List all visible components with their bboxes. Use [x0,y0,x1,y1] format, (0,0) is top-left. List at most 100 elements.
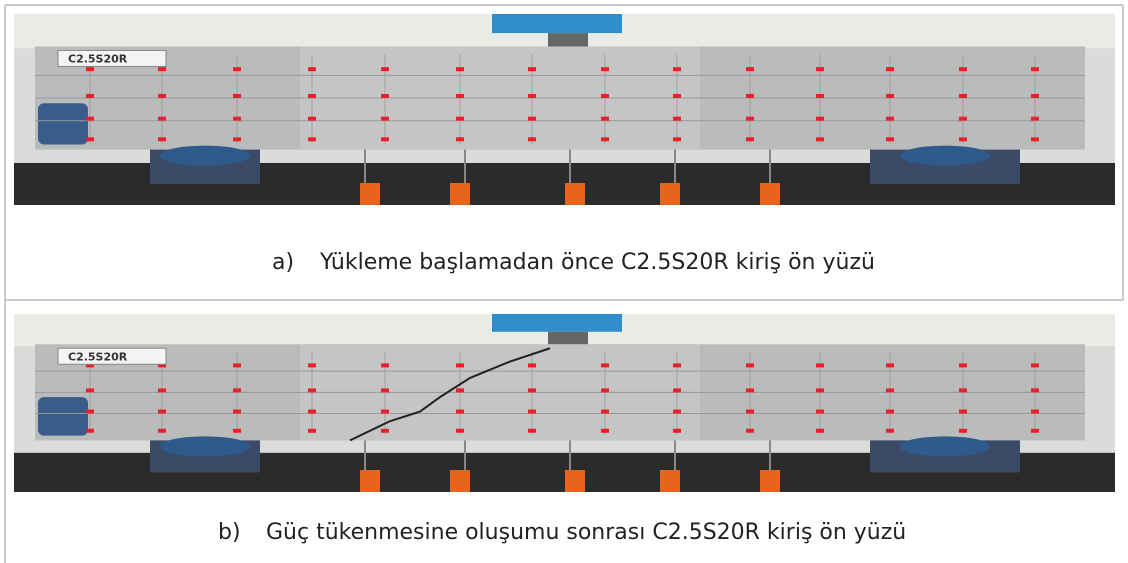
dot [959,116,967,121]
dot [601,93,609,98]
dot [886,388,894,393]
dot [381,409,389,414]
dot [86,388,94,393]
dot [86,116,94,121]
dot [233,116,241,121]
dot [528,388,536,393]
dot [1031,409,1039,414]
dot [381,388,389,393]
dot [959,388,967,393]
dot [886,67,894,72]
lvdt [565,183,585,205]
dot [601,388,609,393]
lvdt [450,183,470,205]
dot [158,388,166,393]
blue-patch [38,103,88,145]
dot [158,93,166,98]
roller [900,436,990,457]
dot [673,409,681,414]
dot [381,363,389,368]
specimen-label: C2.5S20R [68,52,128,65]
dot [816,428,824,433]
blue-patch [38,397,88,436]
caption-b: b) Güç tükenmesine oluşumu sonrası C2.5S2… [218,520,906,545]
dot [233,409,241,414]
dot [233,137,241,142]
dot [601,67,609,72]
dot [746,388,754,393]
lvdt [660,183,680,205]
dot [456,409,464,414]
dot [673,388,681,393]
dot [308,137,316,142]
caption-a: a) Yükleme başlamadan önce C2.5S20R kiriş… [272,250,875,275]
dot [746,428,754,433]
actuator [492,14,622,34]
dot [158,137,166,142]
dot [886,137,894,142]
actuator [492,314,622,332]
dot [673,93,681,98]
dot [673,137,681,142]
dot [86,137,94,142]
caption-text: Yükleme başlamadan önce C2.5S20R kiriş ö… [320,250,875,275]
dot [1031,388,1039,393]
dot [746,137,754,142]
dot [381,428,389,433]
dot [1031,363,1039,368]
dot [381,116,389,121]
dot [816,116,824,121]
dot [959,363,967,368]
dot [1031,93,1039,98]
dot [673,67,681,72]
dot [1031,137,1039,142]
dot [959,67,967,72]
dot [528,409,536,414]
dot [746,67,754,72]
dot [601,137,609,142]
dot [528,137,536,142]
dot [1031,67,1039,72]
dot [528,67,536,72]
lvdt [450,470,470,492]
caption-marker: b) [218,520,241,545]
dot [816,137,824,142]
dot [456,93,464,98]
caption-text: Güç tükenmesine oluşumu sonrası C2.5S20R… [266,520,907,545]
dot [816,67,824,72]
dot [158,428,166,433]
dot [86,67,94,72]
dot [601,116,609,121]
dot [601,428,609,433]
dot [233,428,241,433]
dot [308,428,316,433]
dot [886,409,894,414]
dot [959,428,967,433]
dot [746,363,754,368]
dot [673,116,681,121]
dot [959,409,967,414]
dot [308,116,316,121]
dot [673,363,681,368]
dot [816,363,824,368]
dot [86,409,94,414]
lvdt [360,183,380,205]
dot [158,363,166,368]
dot [886,363,894,368]
dot [308,67,316,72]
lvdt [760,183,780,205]
dot [456,67,464,72]
label-box [57,347,167,365]
dot [1031,116,1039,121]
dot [381,137,389,142]
dot [456,428,464,433]
dot [816,409,824,414]
plate [548,331,588,347]
dot [308,363,316,368]
roller [160,436,250,457]
dot [381,67,389,72]
photo: C2.5S20R [14,314,1115,492]
dot [233,93,241,98]
roller [160,145,250,166]
